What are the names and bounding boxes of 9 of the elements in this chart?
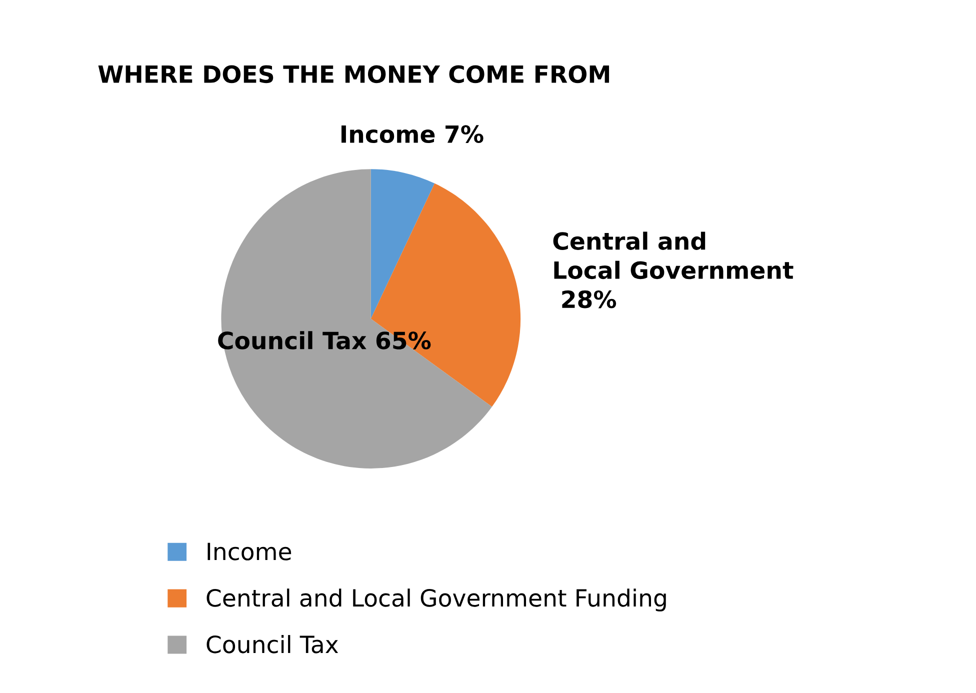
chart-title: WHERE DOES THE MONEY COME FROM xyxy=(98,65,610,84)
data-label: Income 7% xyxy=(342,125,484,144)
data-label: Central and Local Government 28% xyxy=(553,232,794,308)
data-label: Council Tax 65% xyxy=(218,331,431,350)
legend-label: Central and Local Government Funding xyxy=(206,588,666,612)
pie-slice xyxy=(370,183,521,407)
legend-label: Council Tax xyxy=(206,635,338,654)
pie-slice xyxy=(370,169,435,319)
legend-label: Income xyxy=(208,542,292,560)
